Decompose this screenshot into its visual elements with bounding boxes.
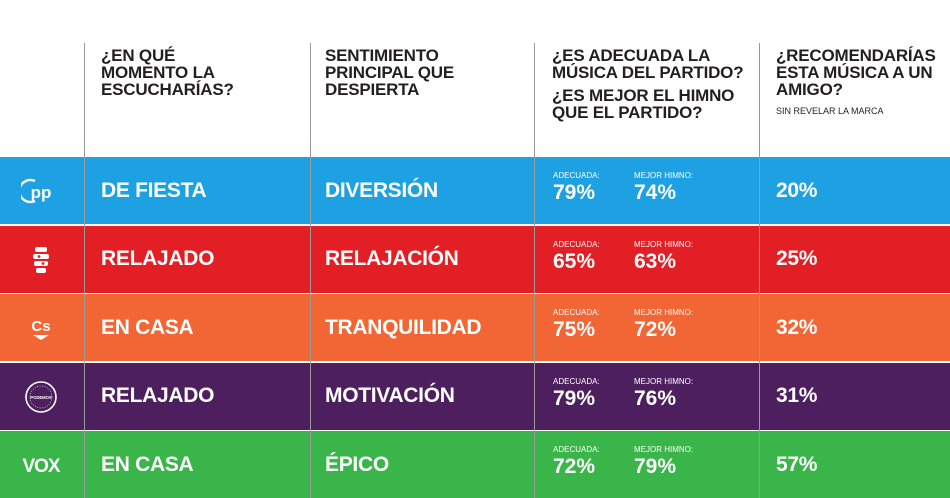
- anthem-label: MEJOR HIMNO:: [634, 308, 694, 317]
- cs-logo-icon: Cs: [18, 311, 64, 345]
- svg-text:VOX: VOX: [22, 456, 60, 477]
- header-recommend: ¿RECOMENDARÍAS ESTA MÚSICA A UN AMIGO? S…: [776, 47, 936, 116]
- header-line: AMIGO?: [776, 80, 843, 99]
- header-music: ¿ES ADECUADA LA MÚSICA DEL PARTIDO? ¿ES …: [552, 46, 744, 122]
- adequate-stat: ADECUADA: 79%: [553, 377, 600, 411]
- recommend-cell: 20%: [776, 178, 818, 202]
- table-row-psoe: RELAJADO RELAJACIÓN ADECUADA: 65% MEJOR …: [0, 225, 950, 293]
- header-line: PRINCIPAL QUE: [325, 63, 455, 82]
- adequate-label: ADECUADA:: [553, 376, 600, 386]
- feeling-cell: DIVERSIÓN: [325, 178, 438, 202]
- adequate-value: 72%: [553, 455, 596, 478]
- adequate-label: ADECUADA:: [553, 445, 600, 454]
- anthem-value: 74%: [634, 181, 677, 204]
- table-row-podemos: PODEMOS RELAJADO MOTIVACIÓN ADECUADA: 79…: [0, 362, 950, 430]
- pp-logo-icon: pp: [18, 174, 64, 208]
- anthem-value: 72%: [634, 318, 677, 341]
- vox-logo-icon: VOX: [18, 448, 64, 482]
- podemos-logo-icon: PODEMOS: [18, 380, 64, 414]
- header-feeling: SENTIMIENTO PRINCIPAL QUE DESPIERTA: [325, 47, 454, 98]
- adequate-label: ADECUADA:: [553, 239, 600, 249]
- svg-text:pp: pp: [31, 183, 52, 202]
- svg-text:Cs: Cs: [31, 318, 50, 335]
- moment-cell: EN CASA: [101, 452, 194, 476]
- column-divider: [759, 43, 760, 498]
- column-divider: [310, 43, 311, 498]
- anthem-label: MEJOR HIMNO:: [634, 239, 694, 249]
- moment-cell: RELAJADO: [101, 247, 215, 270]
- feeling-cell: ÉPICO: [325, 452, 389, 476]
- adequate-label: ADECUADA:: [553, 308, 600, 317]
- table-header: ¿EN QUÉ MOMENTO LA ESCUCHARÍAS? SENTIMIE…: [0, 43, 950, 156]
- feeling-cell: MOTIVACIÓN: [325, 384, 455, 407]
- recommend-cell: 31%: [776, 384, 818, 407]
- adequate-stat: ADECUADA: 75%: [553, 308, 600, 342]
- header-line: MÚSICA DEL PARTIDO?: [552, 63, 744, 82]
- table-row-cs: Cs EN CASA TRANQUILIDAD ADECUADA: 75% ME…: [0, 294, 950, 361]
- header-line: SENTIMIENTO: [325, 46, 439, 65]
- header-line: QUE EL PARTIDO?: [552, 103, 703, 122]
- anthem-stat: MEJOR HIMNO: 72%: [634, 308, 693, 342]
- anthem-label: MEJOR HIMNO:: [634, 376, 694, 386]
- moment-cell: DE FIESTA: [101, 178, 207, 202]
- adequate-value: 79%: [553, 181, 596, 204]
- anthem-value: 76%: [634, 386, 677, 410]
- adequate-stat: ADECUADA: 65%: [553, 240, 600, 274]
- recommend-cell: 57%: [776, 452, 818, 476]
- header-line: MOMENTO LA: [101, 63, 215, 82]
- adequate-value: 65%: [553, 249, 596, 273]
- header-line: ¿EN QUÉ: [101, 46, 176, 65]
- header-line: ¿ES MEJOR EL HIMNO: [552, 86, 735, 105]
- header-note: SIN REVELAR LA MARCA: [776, 106, 884, 116]
- header-moment: ¿EN QUÉ MOMENTO LA ESCUCHARÍAS?: [101, 47, 234, 98]
- adequate-label: ADECUADA:: [553, 171, 600, 180]
- feeling-cell: RELAJACIÓN: [325, 247, 459, 270]
- recommend-cell: 32%: [776, 315, 818, 339]
- header-line: ESTA MÚSICA A UN: [776, 63, 933, 82]
- adequate-value: 75%: [553, 318, 596, 341]
- anthem-stat: MEJOR HIMNO: 76%: [634, 377, 693, 411]
- anthem-label: MEJOR HIMNO:: [634, 445, 694, 454]
- column-divider: [84, 43, 85, 498]
- header-line: ¿RECOMENDARÍAS: [776, 46, 936, 65]
- adequate-stat: ADECUADA: 72%: [553, 445, 600, 479]
- anthem-value: 63%: [634, 249, 677, 273]
- anthem-value: 79%: [634, 455, 677, 478]
- table-row-vox: VOX EN CASA ÉPICO ADECUADA: 72% MEJOR HI…: [0, 431, 950, 498]
- header-line: ESCUCHARÍAS?: [101, 80, 234, 99]
- header-line: ¿ES ADECUADA LA: [552, 46, 711, 65]
- anthem-stat: MEJOR HIMNO: 74%: [634, 171, 693, 205]
- column-divider: [534, 43, 535, 498]
- adequate-value: 79%: [553, 386, 596, 410]
- psoe-logo-icon: [18, 243, 64, 277]
- recommend-cell: 25%: [776, 247, 818, 270]
- moment-cell: EN CASA: [101, 315, 194, 339]
- adequate-stat: ADECUADA: 79%: [553, 171, 600, 205]
- moment-cell: RELAJADO: [101, 384, 215, 407]
- anthem-label: MEJOR HIMNO:: [634, 171, 694, 180]
- anthem-stat: MEJOR HIMNO: 79%: [634, 445, 693, 479]
- svg-text:PODEMOS: PODEMOS: [30, 395, 52, 400]
- feeling-cell: TRANQUILIDAD: [325, 315, 482, 339]
- table-row-pp: pp DE FIESTA DIVERSIÓN ADECUADA: 79% MEJ…: [0, 157, 950, 224]
- anthem-stat: MEJOR HIMNO: 63%: [634, 240, 693, 274]
- header-line: DESPIERTA: [325, 80, 420, 99]
